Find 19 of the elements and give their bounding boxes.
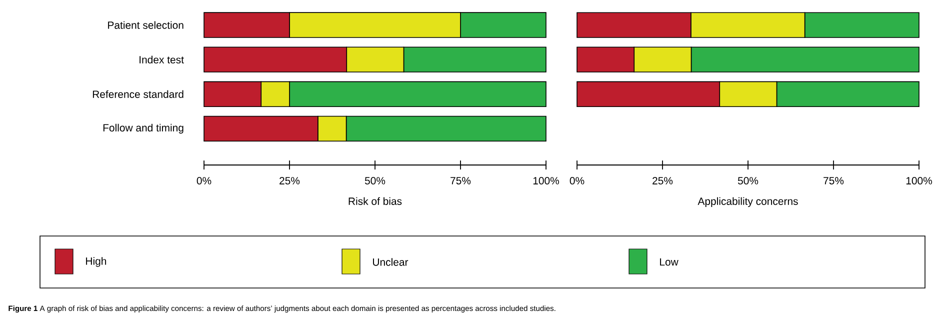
x-tick-label: 25% xyxy=(652,177,673,184)
y-tick-label: Patient selection xyxy=(108,21,184,29)
legend-label: High xyxy=(86,257,106,267)
x-tick-label: 100% xyxy=(906,177,932,184)
x-tick-label: 100% xyxy=(533,177,560,184)
x-axis-title: Risk of bias xyxy=(348,197,402,205)
y-tick-label: Reference standard xyxy=(92,90,184,98)
x-tick-label: 75% xyxy=(824,177,844,184)
x-tick-label: 75% xyxy=(450,177,471,184)
x-tick-label: 50% xyxy=(364,177,386,184)
y-tick-label: Follow and timing xyxy=(103,124,184,134)
legend-label: Unclear xyxy=(373,258,408,266)
x-tick-label: 50% xyxy=(738,177,758,184)
x-tick-label: 0% xyxy=(196,177,212,184)
x-tick-label: 25% xyxy=(280,177,300,184)
y-tick-label: Index test xyxy=(140,56,184,64)
legend-label: Low xyxy=(660,258,678,266)
x-tick-label: 0% xyxy=(570,177,584,184)
x-axis-title: Applicability concerns xyxy=(698,197,798,208)
